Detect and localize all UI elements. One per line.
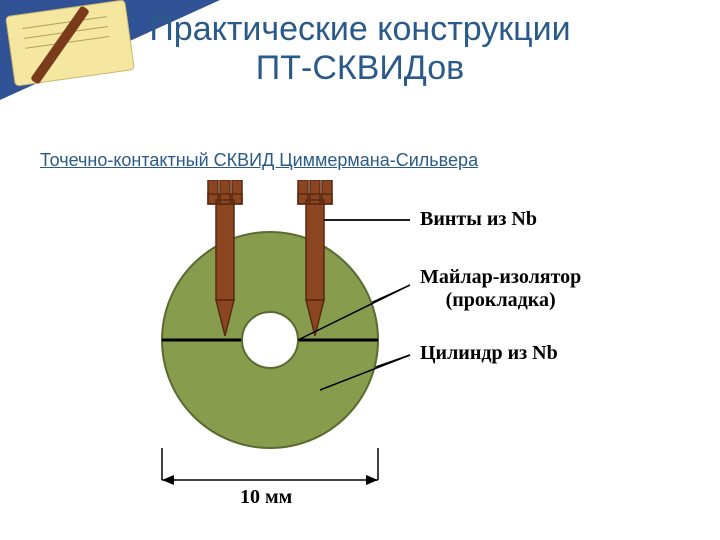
label-dimension: 10 мм [240, 486, 292, 509]
dimension-10mm [162, 448, 378, 485]
squid-diagram: Винты из Nb Майлар-изолятор (прокладка) … [120, 180, 640, 530]
slide-subtitle: Точечно-контактный СКВИД Циммермана-Силь… [40, 150, 478, 171]
label-cylinder: Цилиндр из Nb [420, 342, 558, 365]
label-screws: Винты из Nb [420, 208, 537, 231]
label-mylar: Майлар-изолятор (прокладка) [420, 266, 581, 312]
slide-title: Практические конструкции ПТ-СКВИДов [120, 10, 600, 88]
